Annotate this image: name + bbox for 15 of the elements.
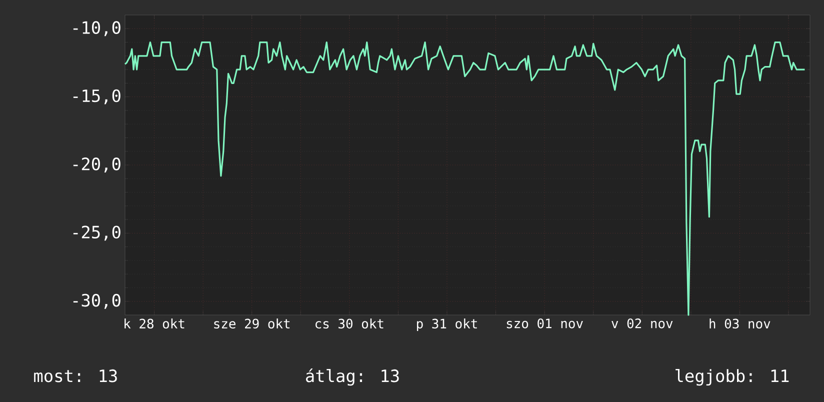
y-tick-label: -30,0 — [73, 294, 120, 309]
text: legjobb: 11 — [676, 369, 789, 386]
text: most: 13 — [34, 369, 117, 382]
x-tick-label: h 03 nov — [710, 318, 770, 329]
x-tick-label: k 28 okt — [124, 318, 184, 329]
y-tick-label: -25,0 — [73, 226, 120, 241]
x-tick-label: sze 29 okt — [214, 318, 290, 329]
y-tick-label: -20,0 — [73, 158, 120, 172]
text: átlag: 13 — [306, 368, 399, 386]
y-tick-label: -15,0 — [73, 89, 120, 104]
y-tick-label: -10,0 — [73, 21, 120, 36]
x-tick-label: szo 01 nov — [506, 318, 583, 328]
x-tick-label: v 02 nov — [612, 318, 673, 328]
x-tick-label: cs 30 okt — [316, 318, 384, 329]
x-tick-label: p 31 okt — [416, 318, 477, 332]
